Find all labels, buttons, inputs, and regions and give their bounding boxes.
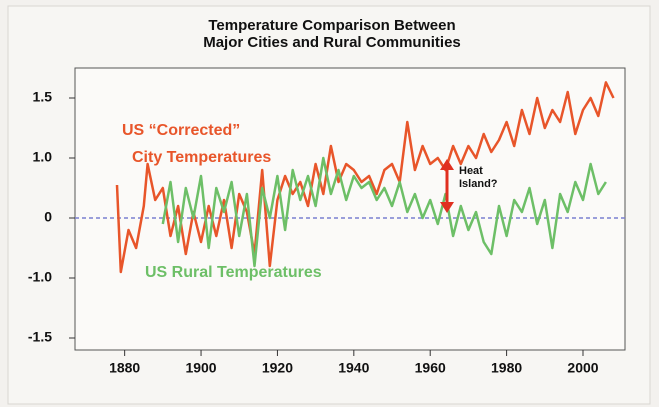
annotation: US “Corrected” xyxy=(122,122,240,139)
series-line xyxy=(161,156,607,268)
y-tick-label: 0 xyxy=(44,209,52,225)
chart-title: Major Cities and Rural Communities xyxy=(203,34,461,51)
x-tick-label: 1980 xyxy=(491,360,522,376)
x-tick-label: 1960 xyxy=(415,360,446,376)
x-tick-label: 1920 xyxy=(262,360,293,376)
heat-island-arrow xyxy=(440,159,454,213)
y-tick-label: -1.5 xyxy=(28,329,52,345)
y-tick-label: -1.0 xyxy=(28,269,52,285)
annotation: City Temperatures xyxy=(132,149,271,166)
x-tick-label: 1900 xyxy=(185,360,216,376)
y-tick-label: 1.0 xyxy=(33,149,53,165)
annotation: Island? xyxy=(459,178,498,190)
y-tick-label: 1.5 xyxy=(33,89,53,105)
x-tick-label: 1880 xyxy=(109,360,140,376)
x-tick-label: 2000 xyxy=(567,360,598,376)
x-tick-label: 1940 xyxy=(338,360,369,376)
annotation: US Rural Temperatures xyxy=(145,264,322,281)
annotation: Heat xyxy=(459,165,483,177)
chart-title: Temperature Comparison Between xyxy=(208,17,455,34)
